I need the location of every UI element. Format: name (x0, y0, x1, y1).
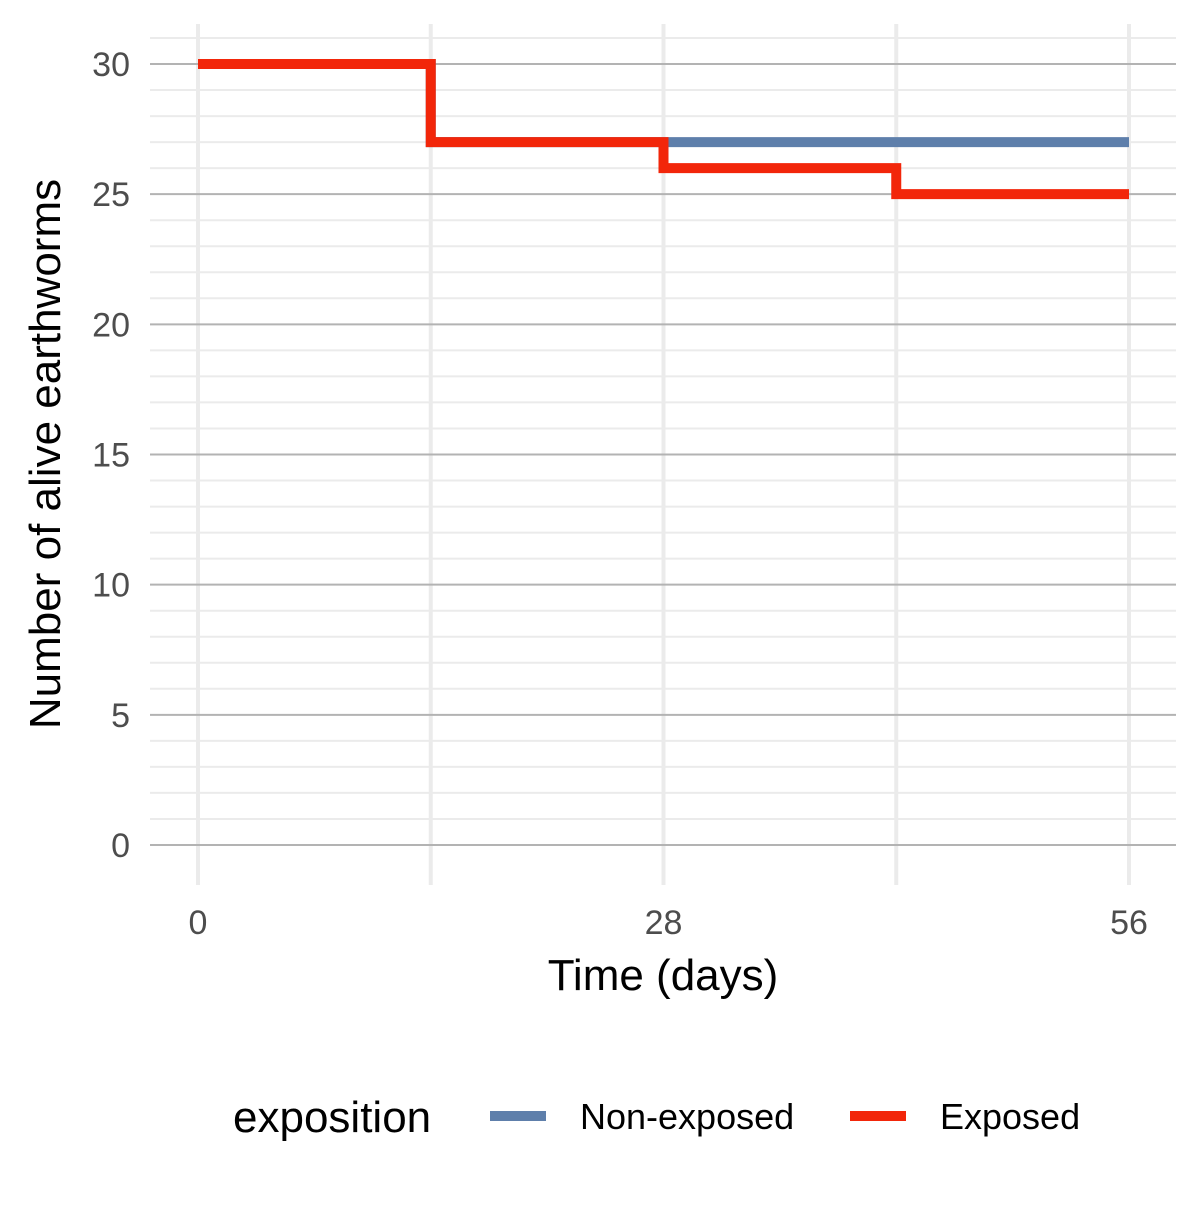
legend-label-non-exposed: Non-exposed (580, 1096, 794, 1137)
y-axis-title: Number of alive earthworms (21, 179, 70, 729)
x-axis-title: Time (days) (548, 951, 779, 1000)
x-tick-label: 0 (189, 904, 208, 942)
y-tick-label: 25 (92, 176, 130, 214)
x-axis-ticks: 0 28 56 (189, 904, 1148, 942)
y-tick-label: 5 (111, 697, 130, 735)
legend: exposition Non-exposed Exposed (233, 1093, 1080, 1142)
y-tick-label: 10 (92, 567, 130, 605)
series-line-exposed (198, 59, 1129, 200)
x-tick-label: 28 (645, 904, 683, 942)
y-tick-label: 30 (92, 46, 130, 84)
gridlines (150, 24, 1176, 885)
y-tick-label: 20 (92, 306, 130, 344)
y-tick-label: 15 (92, 437, 130, 475)
y-axis-ticks: 0 5 10 15 20 25 30 (92, 46, 130, 865)
series-lines (198, 59, 1129, 200)
legend-items: Non-exposed Exposed (490, 1096, 1080, 1137)
x-tick-label: 56 (1110, 904, 1148, 942)
legend-title: exposition (233, 1093, 431, 1142)
y-tick-label: 0 (111, 827, 130, 865)
legend-label-exposed: Exposed (940, 1096, 1080, 1137)
